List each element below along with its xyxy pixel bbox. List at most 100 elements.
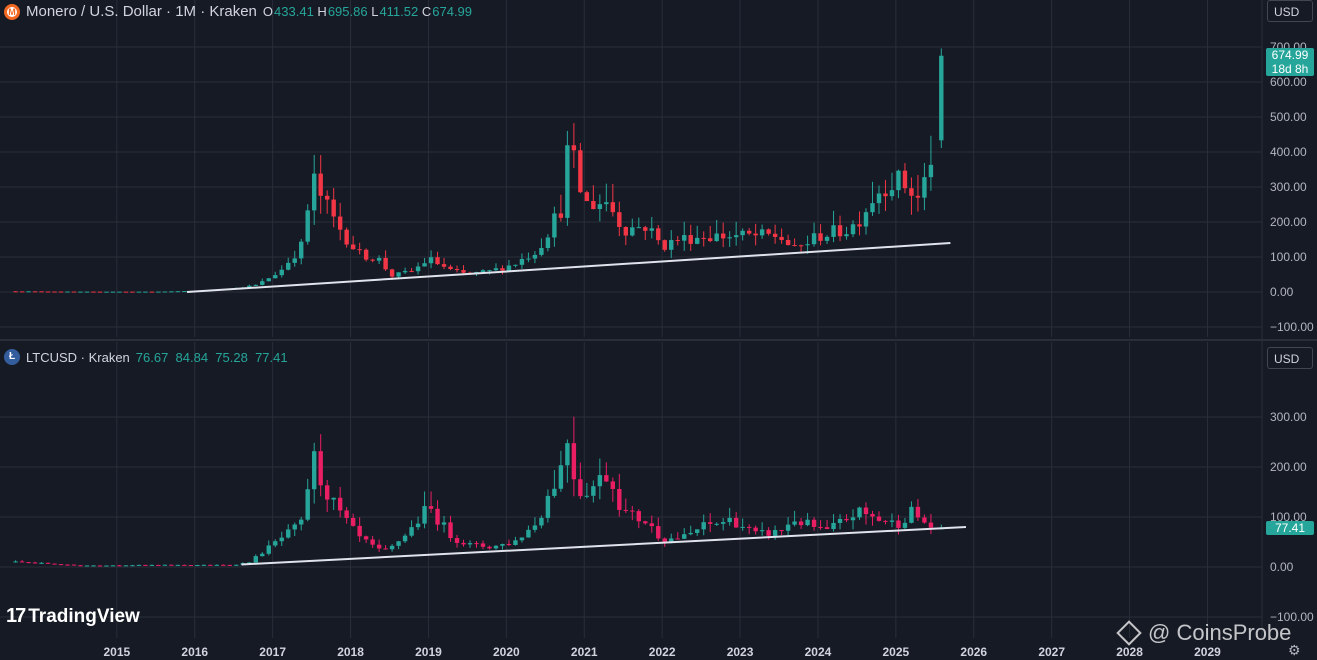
candle-body bbox=[532, 254, 538, 259]
candle-body bbox=[617, 488, 622, 510]
candle-body bbox=[604, 202, 609, 205]
candle-body bbox=[714, 233, 719, 242]
candle-body bbox=[461, 542, 466, 545]
pane1-last-price-tag: 674.99 18d 8h bbox=[1266, 48, 1314, 76]
candle-body bbox=[922, 517, 927, 523]
candle-body bbox=[266, 545, 271, 554]
candle-body bbox=[292, 524, 297, 530]
candle-body bbox=[162, 291, 168, 293]
candle-body bbox=[331, 199, 336, 217]
candle-body bbox=[844, 518, 849, 521]
candle-body bbox=[104, 565, 109, 567]
candle-body bbox=[324, 485, 330, 500]
candle-body bbox=[850, 517, 856, 521]
candle-body bbox=[383, 257, 388, 270]
pane2-currency-button[interactable]: USD bbox=[1267, 347, 1313, 369]
y-tick-label: 0.00 bbox=[1270, 285, 1294, 299]
gear-icon[interactable]: ⚙ bbox=[1288, 642, 1301, 658]
y-tick-label: 0.00 bbox=[1270, 560, 1294, 574]
candle-body bbox=[805, 519, 810, 526]
candle-body bbox=[720, 233, 726, 239]
candle-body bbox=[539, 517, 544, 526]
candle-body bbox=[772, 233, 778, 237]
candle-body bbox=[383, 548, 388, 550]
candle-body bbox=[766, 229, 771, 234]
candle-body bbox=[610, 481, 616, 489]
candle-body bbox=[389, 545, 395, 550]
candle-body bbox=[344, 510, 349, 518]
pane2-ohlc: 76.67 84.84 75.28 77.41 bbox=[135, 349, 288, 365]
x-tick-label: 2020 bbox=[493, 645, 520, 659]
candle-body bbox=[169, 564, 174, 566]
candle-body bbox=[909, 188, 914, 196]
tradingview-wordmark: TradingView bbox=[28, 605, 140, 627]
candle-body bbox=[623, 509, 629, 511]
candle-body bbox=[500, 268, 505, 271]
candle-body bbox=[266, 278, 271, 282]
candle-body bbox=[733, 235, 739, 238]
candle-body bbox=[467, 543, 473, 545]
candle-body bbox=[883, 193, 888, 197]
candle-body bbox=[493, 268, 499, 271]
candle-body bbox=[656, 526, 661, 539]
candle-body bbox=[110, 565, 116, 567]
pane1-currency-button[interactable]: USD bbox=[1267, 0, 1313, 22]
x-tick-label: 2029 bbox=[1194, 645, 1221, 659]
candle-body bbox=[623, 226, 629, 236]
candle-body bbox=[818, 526, 823, 528]
candle-body bbox=[746, 526, 752, 528]
candle-body bbox=[71, 291, 77, 293]
candle-body bbox=[370, 539, 375, 545]
x-tick-label: 2027 bbox=[1038, 645, 1065, 659]
candle-body bbox=[227, 564, 233, 566]
candle-body bbox=[779, 530, 784, 532]
candle-body bbox=[136, 291, 142, 293]
candle-body-last bbox=[939, 55, 944, 141]
candle-body bbox=[863, 507, 869, 515]
candle-body bbox=[337, 497, 343, 511]
candle-body bbox=[727, 237, 732, 239]
candle-body bbox=[798, 245, 804, 247]
candle-body bbox=[740, 526, 745, 528]
y-tick-label: −100.00 bbox=[1270, 320, 1314, 334]
candle-body bbox=[669, 538, 674, 543]
candle-body bbox=[584, 192, 590, 202]
candle-body bbox=[792, 245, 797, 247]
candle-body bbox=[26, 291, 31, 293]
candle-body bbox=[604, 475, 609, 482]
candle-body bbox=[707, 522, 713, 524]
candle-body bbox=[19, 291, 25, 293]
candle-body bbox=[896, 520, 901, 528]
candle-body bbox=[305, 489, 310, 520]
candle-body bbox=[143, 564, 148, 566]
candle-body bbox=[45, 291, 51, 293]
tradingview-logo[interactable]: 17 TradingView bbox=[6, 605, 140, 628]
candle-body bbox=[578, 479, 583, 497]
candle-body bbox=[818, 233, 823, 241]
pane1-symbol-title[interactable]: Monero / U.S. Dollar · 1M · Kraken bbox=[26, 3, 257, 20]
candle-body bbox=[915, 506, 921, 518]
candle-body bbox=[480, 543, 486, 547]
candle-body bbox=[344, 229, 349, 245]
candle-body bbox=[701, 522, 706, 530]
candle-body bbox=[824, 527, 830, 530]
tradingview-mark-icon: 17 bbox=[6, 605, 26, 627]
candle-body bbox=[591, 201, 596, 210]
candle-body bbox=[526, 258, 531, 260]
candle-body bbox=[396, 541, 401, 546]
candle-body bbox=[91, 291, 96, 293]
x-tick-label: 2018 bbox=[337, 645, 364, 659]
candle-body bbox=[312, 173, 317, 211]
candle-body bbox=[149, 564, 155, 566]
candle-body bbox=[441, 264, 447, 267]
candle-body bbox=[273, 275, 278, 279]
pane1-ohlc: O433.41 H695.86 L411.52 C674.99 bbox=[262, 4, 473, 19]
candle-body bbox=[279, 269, 284, 276]
candle-body bbox=[733, 517, 739, 528]
x-tick-label: 2022 bbox=[649, 645, 676, 659]
pane2-symbol-title[interactable]: LTCUSD · Kraken bbox=[26, 349, 130, 365]
candle-body bbox=[506, 544, 512, 546]
candle-body bbox=[889, 190, 895, 197]
y-tick-label: 100.00 bbox=[1270, 250, 1307, 264]
